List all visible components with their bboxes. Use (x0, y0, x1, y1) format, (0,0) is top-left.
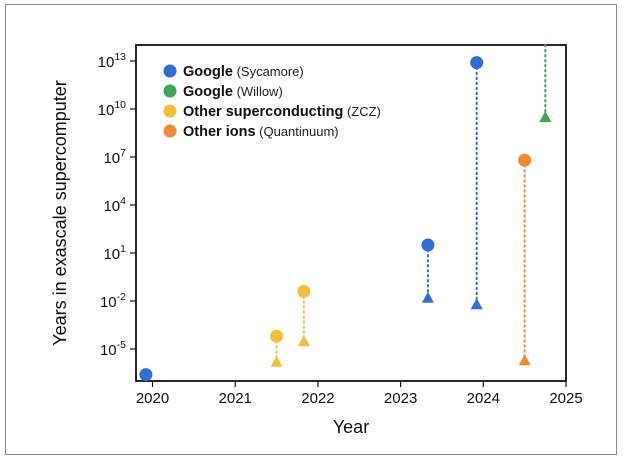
legend-marker (163, 124, 177, 138)
legend-label: Other ions (Quantinuum) (183, 124, 339, 140)
y-tick-label: 10-5 (100, 339, 126, 359)
y-tick-label: 1013 (98, 51, 127, 71)
x-tick-label: 2021 (219, 390, 252, 407)
legend-label: Google (Willow) (183, 84, 283, 100)
legend-marker (163, 84, 177, 98)
axes-layer: 2020 2021 2022 2023 2024 2025 1013 1010 107 104 10… (98, 44, 583, 407)
circle-marker (270, 329, 284, 343)
legend-label: Google (Sycamore) (183, 64, 304, 80)
triangle-marker (518, 354, 531, 366)
triangle-marker (470, 298, 483, 310)
legend: Google (Sycamore) Google (Willow) Other su… (163, 64, 381, 140)
y-tick-label: 104 (103, 195, 126, 215)
x-tick-label: 2020 (136, 390, 169, 407)
triangle-marker (270, 355, 283, 367)
triangle-marker (421, 291, 434, 303)
plot-layer (139, 44, 552, 382)
legend-marker (163, 104, 177, 118)
circle-marker (297, 284, 311, 298)
x-tick-label: 2025 (549, 390, 582, 407)
y-tick-label: 101 (103, 243, 126, 263)
y-tick-label: 107 (103, 147, 126, 167)
plot-frame (135, 44, 567, 382)
triangle-marker (297, 335, 310, 346)
circle-marker (518, 153, 532, 167)
y-axis-title: Years in exascale supercomputer (50, 80, 70, 345)
legend-label: Other superconducting (ZCZ) (183, 104, 381, 120)
x-axis-title: Year (333, 417, 369, 437)
circle-marker (139, 368, 153, 382)
y-tick-label: 1010 (98, 99, 127, 119)
legend-marker (163, 64, 177, 78)
y-tick-label: 10-2 (100, 291, 126, 311)
circle-marker (421, 238, 435, 252)
x-tick-label: 2022 (301, 390, 334, 407)
x-tick-label: 2023 (384, 390, 417, 407)
figure-frame (5, 4, 617, 455)
triangle-marker (539, 111, 552, 122)
circle-marker (470, 56, 484, 70)
x-tick-label: 2024 (467, 390, 500, 407)
